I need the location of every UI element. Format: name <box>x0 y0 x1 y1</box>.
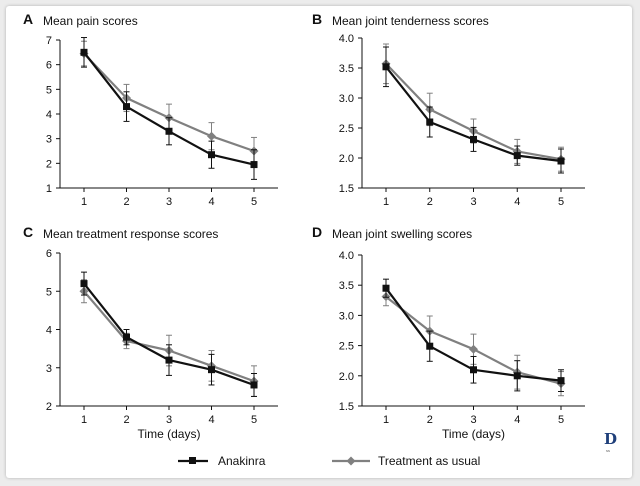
y-tick-label: 2.0 <box>339 371 354 383</box>
panel-letter: B <box>312 11 322 27</box>
data-point-anakinra <box>470 366 477 374</box>
x-tick-label: 2 <box>123 196 129 208</box>
data-point-anakinra <box>250 161 258 169</box>
y-tick-label: 3.0 <box>339 93 354 105</box>
publisher-logo-letter: D <box>604 430 617 448</box>
panel-letter: A <box>23 11 33 27</box>
y-tick-label: 4 <box>46 325 52 337</box>
panel-title: Mean pain scores <box>43 14 138 28</box>
x-tick-label: 5 <box>558 414 564 426</box>
y-tick-label: 2.0 <box>339 153 354 165</box>
series-anakinra <box>80 37 258 180</box>
y-tick-label: 3 <box>46 363 52 375</box>
chart-panel-b: B Mean joint tenderness scores 1.5 2.0 2.5 3.… <box>312 11 585 208</box>
y-tick-label: 4 <box>46 109 52 121</box>
x-tick-label: 4 <box>514 414 520 426</box>
x-tick-label: 5 <box>251 196 257 208</box>
series-anakinra <box>382 278 565 393</box>
x-tick-label: 2 <box>123 414 129 426</box>
x-tick-label: 1 <box>383 196 389 208</box>
x-tick-label: 3 <box>470 414 476 426</box>
x-axis-title: Time (days) <box>442 427 505 441</box>
y-tick-label: 6 <box>46 248 52 260</box>
data-point-anakinra <box>80 280 88 288</box>
y-tick-label: 6 <box>46 60 52 72</box>
y-tick-label: 7 <box>46 35 52 47</box>
data-point-anakinra <box>382 63 390 71</box>
x-tick-label: 4 <box>208 414 214 426</box>
data-point-anakinra <box>250 381 258 389</box>
data-point-anakinra <box>208 366 215 374</box>
x-tick-label: 5 <box>558 196 564 208</box>
data-point-anakinra <box>123 333 130 341</box>
x-tick-label: 4 <box>208 196 214 208</box>
y-tick-label: 3.5 <box>339 280 354 292</box>
panel-letter: D <box>312 224 322 240</box>
y-tick-label: 2.5 <box>339 123 354 135</box>
series-anakinra <box>382 46 565 174</box>
x-axis-title: Time (days) <box>138 427 201 441</box>
panel-title: Mean treatment response scores <box>43 227 218 241</box>
y-tick-label: 3.0 <box>339 310 354 322</box>
y-tick-label: 1.5 <box>339 183 354 195</box>
y-tick-label: 5 <box>46 286 52 298</box>
chart-panel-c: C Mean treatment response scores 2 3 4 5 6 1 2 3 4… <box>23 224 278 441</box>
legend-tau-label: Treatment as usual <box>378 454 480 468</box>
x-tick-label: 1 <box>383 414 389 426</box>
data-point-anakinra <box>80 48 88 56</box>
data-point-anakinra <box>557 377 565 385</box>
legend: Anakinra Treatment as usual <box>178 454 480 468</box>
x-tick-label: 1 <box>81 196 87 208</box>
series-anakinra <box>80 271 258 397</box>
y-tick-label: 4.0 <box>339 250 354 262</box>
data-point-tau <box>469 344 478 354</box>
data-point-tau <box>207 131 216 141</box>
panel-title: Mean joint tenderness scores <box>332 14 489 28</box>
data-point-anakinra <box>382 284 390 292</box>
x-tick-label: 4 <box>514 196 520 208</box>
series-tau <box>381 43 566 172</box>
legend-anakinra-label: Anakinra <box>218 454 266 468</box>
chart-panel-a: A Mean pain scores 1 2 3 4 5 6 7 1 2 3 4 5 <box>23 11 278 208</box>
y-tick-label: 2.5 <box>339 341 354 353</box>
y-tick-label: 3.5 <box>339 63 354 75</box>
y-tick-label: 1.5 <box>339 401 354 413</box>
x-tick-label: 3 <box>166 414 172 426</box>
y-tick-label: 1 <box>46 183 52 195</box>
data-point-anakinra <box>165 127 173 135</box>
x-tick-label: 2 <box>427 414 433 426</box>
publisher-logo-sub: ss <box>606 448 610 453</box>
y-tick-label: 2 <box>46 401 52 413</box>
x-tick-label: 5 <box>251 414 257 426</box>
series-tau <box>79 279 259 397</box>
y-tick-label: 2 <box>46 158 52 170</box>
publisher-logo: D ss <box>604 430 617 453</box>
panel-letter: C <box>23 224 33 240</box>
legend-tau-marker <box>346 456 356 466</box>
series-tau <box>79 40 259 166</box>
data-point-anakinra <box>426 342 434 350</box>
data-point-anakinra <box>557 157 565 165</box>
data-point-anakinra <box>165 356 173 364</box>
data-point-anakinra <box>426 118 434 126</box>
x-tick-label: 3 <box>166 196 172 208</box>
data-point-anakinra <box>513 152 521 160</box>
y-tick-label: 3 <box>46 134 52 146</box>
y-tick-label: 4.0 <box>339 33 354 45</box>
chart-panel-d: D Mean joint swelling scores 1.5 2.0 2.5 3.0 3… <box>312 224 585 441</box>
x-tick-label: 3 <box>470 196 476 208</box>
x-tick-label: 2 <box>427 196 433 208</box>
data-point-anakinra <box>513 372 521 380</box>
x-tick-label: 1 <box>81 414 87 426</box>
y-tick-label: 5 <box>46 84 52 96</box>
data-point-anakinra <box>123 103 130 111</box>
panel-title: Mean joint swelling scores <box>332 227 472 241</box>
data-point-anakinra <box>208 151 215 159</box>
data-point-anakinra <box>470 135 477 143</box>
legend-anakinra-marker <box>189 457 196 464</box>
